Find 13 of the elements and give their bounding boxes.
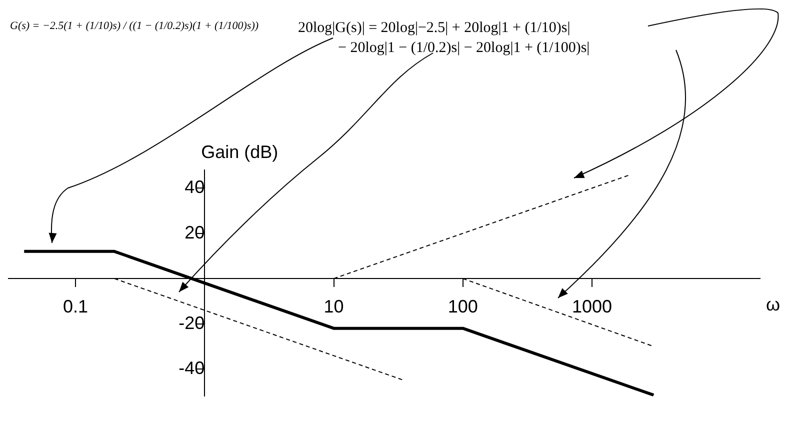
y-tick-label: 40	[184, 177, 205, 198]
y-tick-label: -20	[178, 312, 205, 333]
text: G(s) = −2.5(1 + (1/10)s) / ((1 − (1/0.2)s)(1 + (1/100)s))	[10, 20, 259, 32]
x-tick-label: 1000	[572, 296, 612, 316]
text: − 20log|1 − (1/0.2)s| − 20log|1 + (1/100)s|	[338, 40, 590, 57]
x-tick-label: 10	[324, 296, 344, 316]
y-axis-title: Gain (dB)	[201, 142, 278, 162]
y-tick-label: 20	[184, 222, 205, 242]
text: 20log|G(s)| = 20log|−2.5| + 20log|1 + (1/10)s|	[298, 20, 570, 37]
x-tick-label: 0.1	[63, 296, 88, 316]
x-tick-label: 100	[448, 296, 478, 316]
y-tick-label: -40	[178, 358, 205, 378]
x-axis-title: ω	[766, 294, 780, 315]
